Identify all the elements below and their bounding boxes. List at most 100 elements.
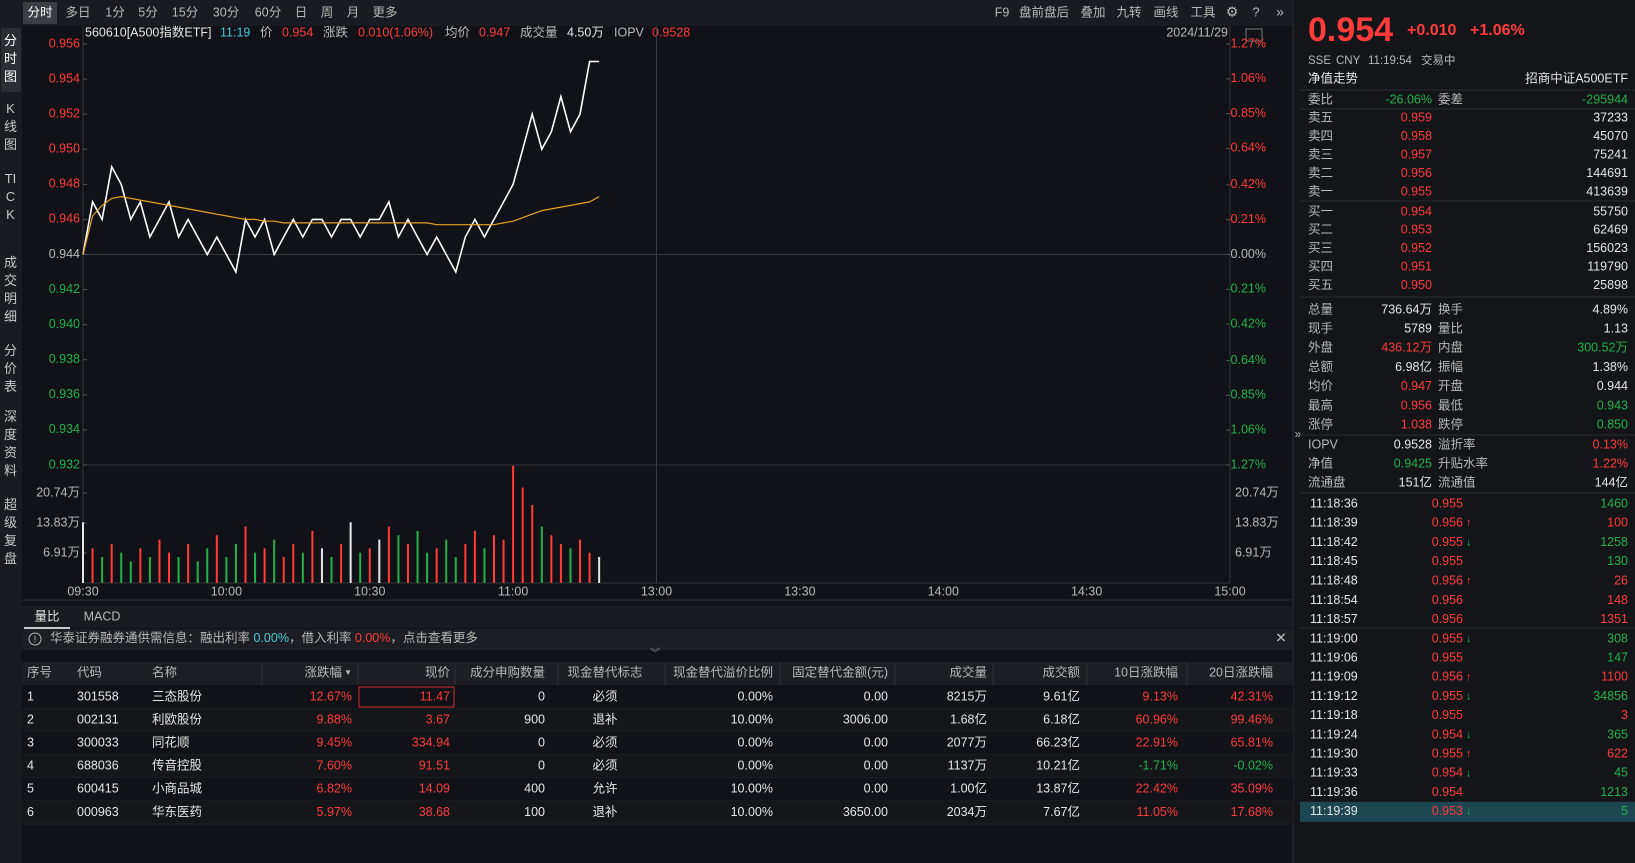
y-tick-label: 0.952 xyxy=(49,106,80,120)
book-level: 卖四 xyxy=(1308,129,1333,143)
stat-value: 0.956 xyxy=(1401,398,1432,412)
volume-bar xyxy=(445,539,448,583)
book-price: 0.954 xyxy=(1401,204,1432,218)
stat-value: 0.850 xyxy=(1597,417,1628,431)
column-header[interactable]: 成交量 xyxy=(949,664,987,679)
side-tab[interactable]: 分时图 xyxy=(4,33,18,84)
trade-volume: 1213 xyxy=(1600,785,1628,799)
period-tab[interactable]: 分时 xyxy=(27,5,53,19)
volume-bar xyxy=(531,504,534,583)
panel-toggle[interactable]: » xyxy=(1295,427,1302,441)
book-level: 买五 xyxy=(1308,278,1333,292)
period-tab[interactable]: 15分 xyxy=(172,5,198,19)
tool-button[interactable]: 画线 xyxy=(1153,5,1179,19)
column-header[interactable]: 20日涨跌幅 xyxy=(1209,664,1273,679)
price-line xyxy=(82,60,600,275)
table-cell: 11.05% xyxy=(1137,805,1178,819)
side-tab[interactable]: 分价表 xyxy=(4,343,18,394)
period-tab[interactable]: 1分 xyxy=(105,5,124,19)
help-icon[interactable]: ? xyxy=(1252,4,1259,19)
column-header[interactable]: 成交额 xyxy=(1042,664,1080,679)
column-header[interactable]: 10日涨跌幅 xyxy=(1114,664,1178,679)
trade-time: 11:19:18 xyxy=(1310,708,1358,722)
volume-bar xyxy=(387,526,390,583)
period-tab[interactable]: 日 xyxy=(295,5,308,19)
volume-bar xyxy=(540,526,543,583)
table-cell: 688036 xyxy=(77,759,119,773)
trade-time: 11:19:06 xyxy=(1310,650,1358,664)
tool-button[interactable]: 工具 xyxy=(1190,5,1216,19)
trade-price: 0.955 xyxy=(1432,689,1463,703)
table-cell: 6.82% xyxy=(317,782,352,796)
expand-icon[interactable]: » xyxy=(1276,4,1284,20)
table-cell: 2077万 xyxy=(947,735,987,749)
table-cell: 9.45% xyxy=(317,735,352,749)
x-tick-label: 13:00 xyxy=(641,584,672,598)
table-row[interactable] xyxy=(22,708,1293,732)
side-tab[interactable]: K线图 xyxy=(4,101,18,152)
table-row[interactable] xyxy=(22,777,1293,801)
table-row[interactable] xyxy=(22,731,1293,755)
column-header[interactable]: 现金替代溢价比例 xyxy=(673,664,773,679)
notice-part: 0.00% xyxy=(355,631,390,645)
column-header[interactable]: 代码 xyxy=(77,665,102,679)
book-level: 卖一 xyxy=(1308,185,1333,199)
side-tab[interactable]: TICK xyxy=(4,171,17,222)
volume-bar xyxy=(320,548,323,583)
tool-button[interactable]: F9 xyxy=(995,5,1010,19)
period-tab[interactable]: 30分 xyxy=(213,5,239,19)
book-level: 买四 xyxy=(1308,259,1333,273)
volume-tick-label: 13.83万 xyxy=(36,515,80,529)
side-tab[interactable]: 深度资料 xyxy=(4,409,18,478)
period-tab[interactable]: 多日 xyxy=(65,5,90,19)
period-tab[interactable]: 5分 xyxy=(138,5,157,19)
table-row[interactable] xyxy=(22,801,1293,824)
y-tick-label: 0.932 xyxy=(49,457,80,471)
table-row[interactable] xyxy=(22,754,1293,778)
period-tab[interactable]: 周 xyxy=(321,5,334,19)
tool-button[interactable]: 盘前盘后 xyxy=(1019,4,1069,19)
stat-value: 1.38% xyxy=(1593,360,1628,374)
notice[interactable]: 华泰证券融券通供需信息：融出利率 0.00%，借入利率 0.00%，点击查看更多 xyxy=(50,630,478,645)
nav-trend-link[interactable]: 净值走势 xyxy=(1308,70,1359,85)
column-header[interactable]: 成分申购数量 xyxy=(470,664,545,679)
y2-tick-label: 1.06% xyxy=(1231,422,1266,436)
indicator-tab[interactable]: MACD xyxy=(84,609,121,623)
volume-bar xyxy=(512,465,515,583)
stat-label: 流通值 xyxy=(1438,474,1476,489)
y-tick-label: 0.942 xyxy=(49,282,80,296)
table-cell: 38.68 xyxy=(419,805,450,819)
column-header[interactable]: 现价 xyxy=(425,665,451,679)
table-row[interactable] xyxy=(22,685,1293,709)
book-price: 0.957 xyxy=(1401,147,1432,161)
column-header[interactable]: 固定替代金额(元) xyxy=(792,664,888,679)
table-cell: 13.87亿 xyxy=(1036,781,1080,796)
stat-label: 均价 xyxy=(1308,379,1334,393)
book-price: 0.955 xyxy=(1401,185,1432,199)
stat-label: 委差 xyxy=(1438,92,1463,106)
trade-time: 11:18:57 xyxy=(1310,612,1358,626)
column-header[interactable]: 现金替代标志 xyxy=(567,664,642,679)
collapse-icon[interactable]: ︾ xyxy=(650,648,660,660)
indicator-tab[interactable]: 量比 xyxy=(34,609,59,623)
average-line xyxy=(82,195,600,255)
close-icon[interactable]: ✕ xyxy=(1275,630,1287,646)
side-tab[interactable]: 超级复盘 xyxy=(4,497,18,566)
side-tab[interactable]: 成交明细 xyxy=(4,255,18,324)
trade-price: 0.955 xyxy=(1432,496,1463,510)
period-tab[interactable]: 月 xyxy=(347,5,360,19)
column-header[interactable]: 名称 xyxy=(152,664,177,679)
last-price: 0.954 xyxy=(1308,11,1393,49)
table-cell: 6 xyxy=(27,805,34,819)
column-header[interactable]: 涨跌幅 xyxy=(304,664,342,679)
tool-button[interactable]: 九转 xyxy=(1116,4,1141,19)
column-header[interactable]: 序号 xyxy=(27,664,52,679)
volume-bar xyxy=(579,539,582,583)
tool-button[interactable]: 叠加 xyxy=(1080,5,1105,19)
trade-highlight xyxy=(1300,801,1635,822)
settings-icon[interactable]: ⚙ xyxy=(1226,4,1239,20)
period-tab[interactable]: 60分 xyxy=(255,5,281,19)
volume-bar xyxy=(187,543,190,583)
period-tab[interactable]: 更多 xyxy=(372,5,397,19)
trade-time: 11:19:24 xyxy=(1310,727,1358,741)
